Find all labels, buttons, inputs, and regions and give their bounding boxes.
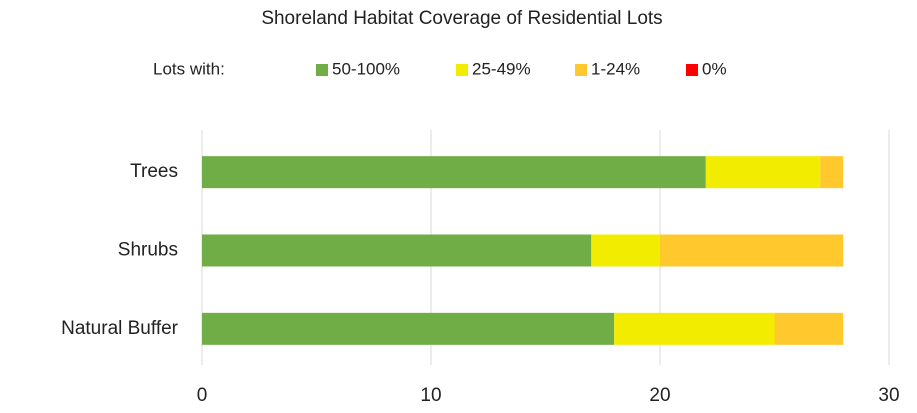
bar-segment [614,312,775,345]
legend-title: Lots with: [153,59,225,78]
bar-segment [202,234,592,267]
y-tick-label: Natural Buffer [61,318,179,339]
legend-label: 1-24% [591,59,640,78]
x-tick-label: 10 [420,385,441,406]
bar-segment [660,234,844,267]
x-tick-label: 30 [878,385,899,406]
legend-label: 50-100% [332,59,400,78]
legend-swatch [456,64,468,76]
legend-label: 0% [702,59,727,78]
chart-title: Shoreland Habitat Coverage of Residentia… [261,8,662,29]
y-tick-label: Trees [130,161,178,182]
bar-segment [820,156,844,189]
x-tick-label: 0 [197,385,208,406]
bar-segment [591,234,660,267]
bar-segment [202,156,706,189]
bar-segment [774,312,844,345]
x-tick-label: 20 [649,385,670,406]
y-tick-label: Shrubs [118,240,178,261]
legend-swatch [686,64,698,76]
legend-label: 25-49% [472,59,531,78]
bar-segment [705,156,821,189]
legend-swatch [316,64,328,76]
legend-swatch [575,64,587,76]
bar-segment [202,312,615,345]
